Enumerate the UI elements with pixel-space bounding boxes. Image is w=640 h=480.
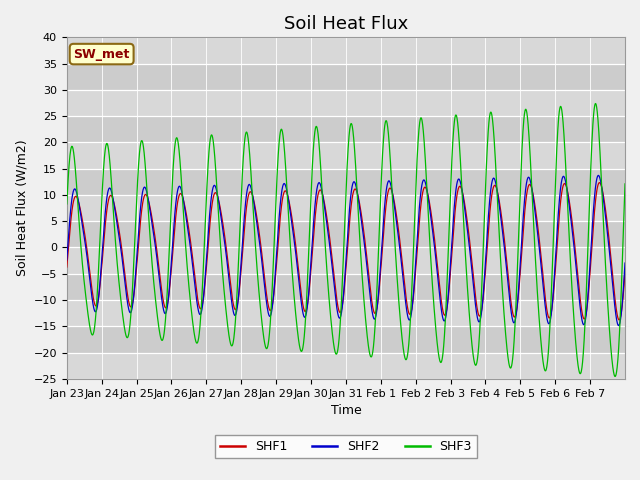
- SHF3: [621, 181, 629, 187]
- SHF1: [621, 269, 629, 275]
- Line: SHF2: SHF2: [67, 175, 625, 325]
- SHF1: [596, 180, 604, 185]
- SHF1: [424, 192, 431, 197]
- SHF3: [63, 201, 70, 207]
- SHF2: [621, 260, 629, 266]
- SHF3: [424, 203, 431, 209]
- Bar: [67, 90, 625, 116]
- Y-axis label: Soil Heat Flux (W/m2): Soil Heat Flux (W/m2): [15, 140, 28, 276]
- SHF1: [63, 264, 70, 270]
- SHF3: [492, 161, 499, 167]
- Bar: [67, 274, 625, 300]
- SHF1: [435, 278, 443, 284]
- Bar: [67, 326, 625, 353]
- Bar: [67, 300, 625, 326]
- SHF1: [492, 183, 499, 189]
- SHF1: [159, 296, 167, 301]
- Bar: [67, 221, 625, 248]
- SHF2: [615, 323, 623, 328]
- SHF2: [595, 172, 602, 178]
- Bar: [67, 168, 625, 195]
- SHF2: [492, 180, 499, 185]
- SHF3: [591, 101, 599, 107]
- X-axis label: Time: Time: [330, 404, 361, 417]
- Line: SHF1: SHF1: [67, 182, 625, 320]
- SHF1: [500, 232, 508, 238]
- Legend: SHF1, SHF2, SHF3: SHF1, SHF2, SHF3: [215, 435, 477, 458]
- SHF1: [615, 317, 623, 323]
- SHF2: [424, 192, 431, 198]
- Bar: [67, 37, 625, 64]
- SHF2: [476, 319, 483, 324]
- Bar: [67, 116, 625, 143]
- SHF2: [500, 240, 508, 246]
- Title: Soil Heat Flux: Soil Heat Flux: [284, 15, 408, 33]
- Bar: [67, 248, 625, 274]
- SHF3: [476, 335, 483, 341]
- SHF3: [159, 336, 167, 342]
- Bar: [67, 353, 625, 379]
- SHF2: [159, 304, 167, 310]
- SHF1: [476, 313, 483, 319]
- SHF2: [435, 287, 443, 293]
- SHF3: [500, 309, 508, 314]
- Bar: [67, 195, 625, 221]
- Bar: [67, 64, 625, 90]
- SHF3: [435, 354, 443, 360]
- Line: SHF3: SHF3: [67, 104, 625, 376]
- SHF2: [63, 257, 70, 263]
- SHF3: [611, 373, 619, 379]
- Text: SW_met: SW_met: [74, 48, 130, 60]
- Bar: [67, 143, 625, 168]
